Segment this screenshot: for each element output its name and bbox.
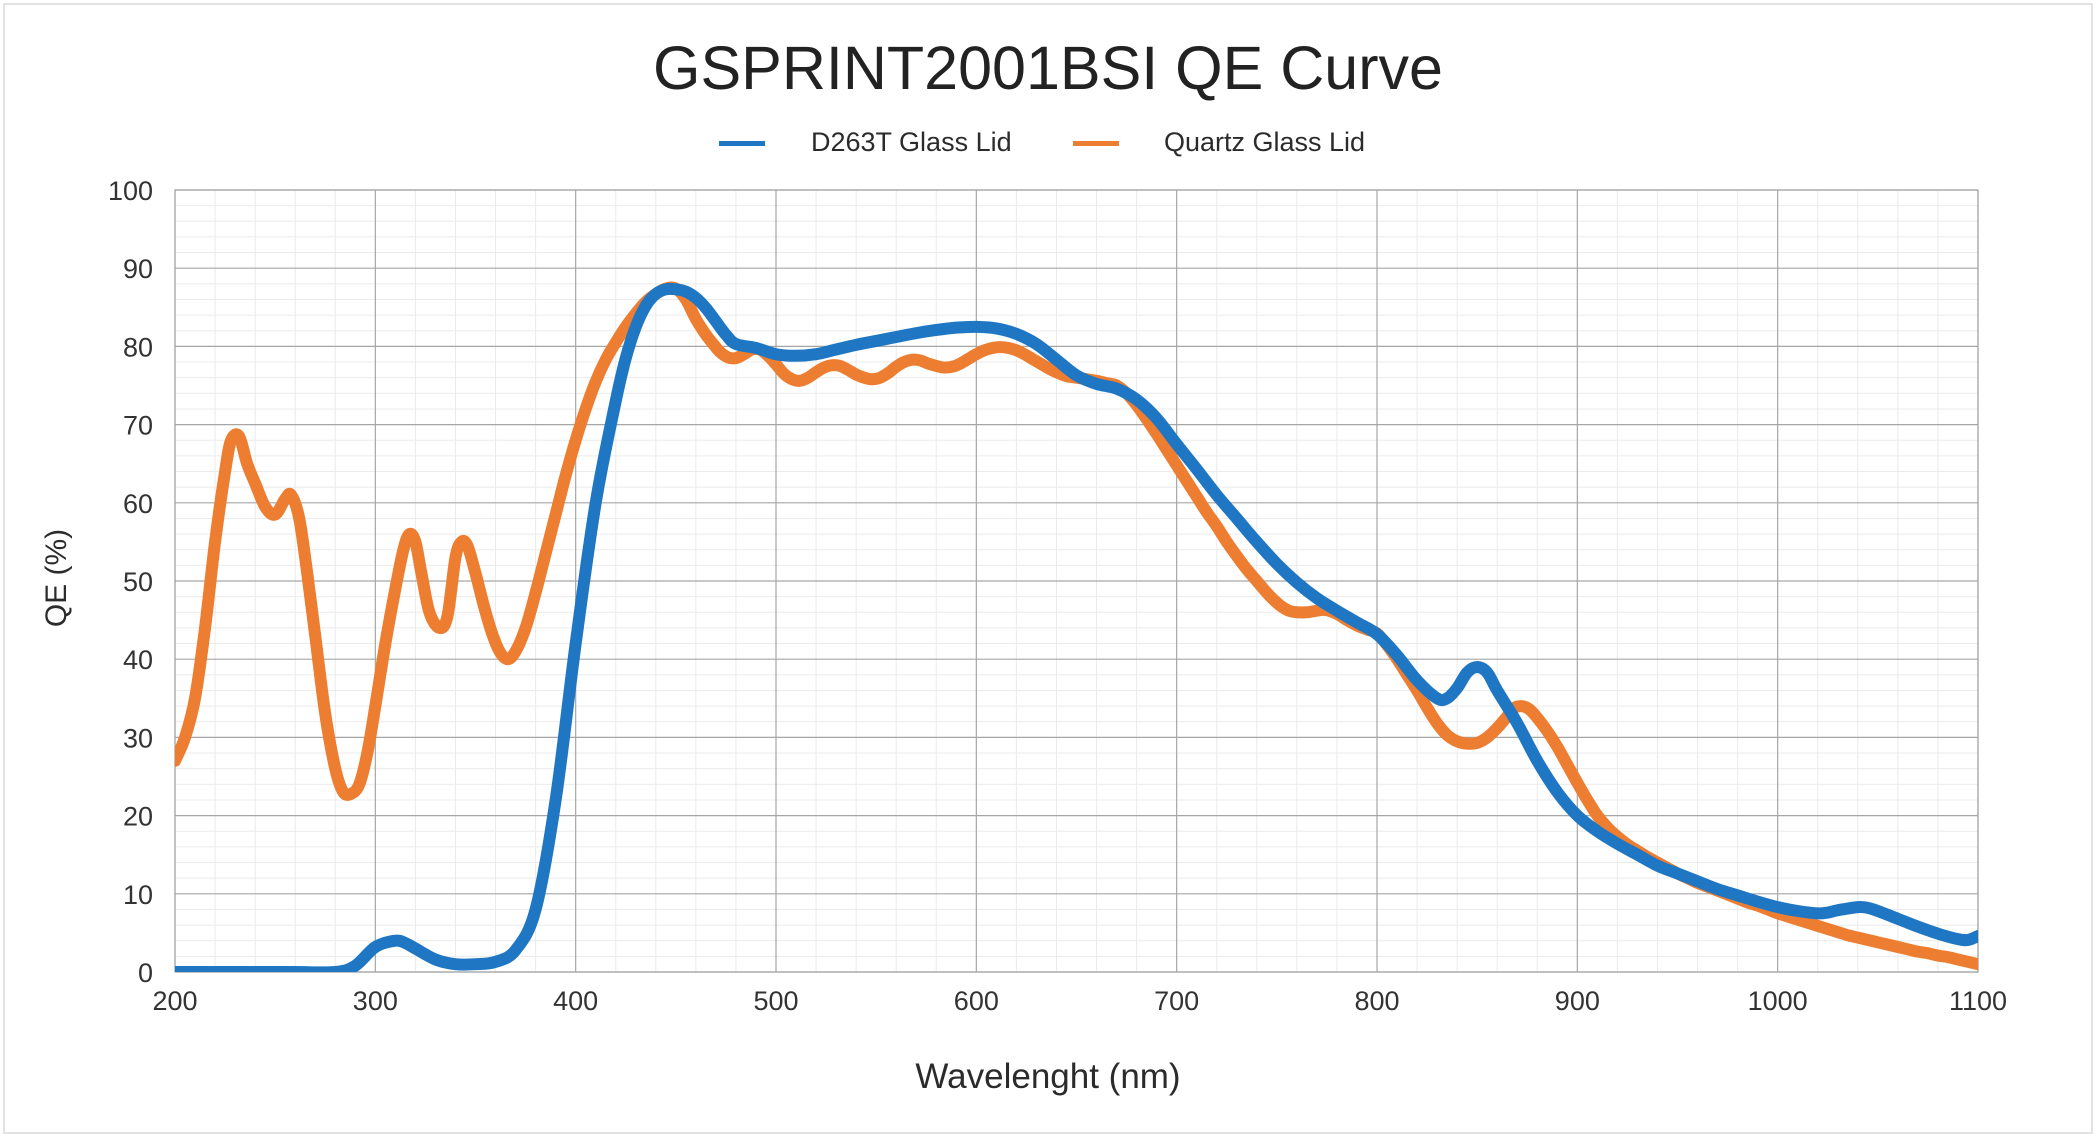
svg-text:800: 800 (1354, 986, 1399, 1016)
svg-text:400: 400 (553, 986, 598, 1016)
svg-text:500: 500 (753, 986, 798, 1016)
svg-text:200: 200 (152, 986, 197, 1016)
svg-text:300: 300 (353, 986, 398, 1016)
svg-text:20: 20 (123, 802, 153, 832)
svg-text:90: 90 (123, 254, 153, 284)
svg-text:50: 50 (123, 567, 153, 597)
svg-text:80: 80 (123, 332, 153, 362)
svg-text:1000: 1000 (1748, 986, 1808, 1016)
svg-text:900: 900 (1555, 986, 1600, 1016)
svg-text:70: 70 (123, 411, 153, 441)
svg-text:600: 600 (954, 986, 999, 1016)
svg-text:0: 0 (138, 958, 153, 988)
svg-text:1100: 1100 (1949, 986, 2007, 1016)
svg-text:100: 100 (108, 176, 153, 206)
svg-text:700: 700 (1154, 986, 1199, 1016)
svg-text:30: 30 (123, 723, 153, 753)
svg-text:40: 40 (123, 645, 153, 675)
svg-text:60: 60 (123, 489, 153, 519)
svg-text:10: 10 (123, 880, 153, 910)
